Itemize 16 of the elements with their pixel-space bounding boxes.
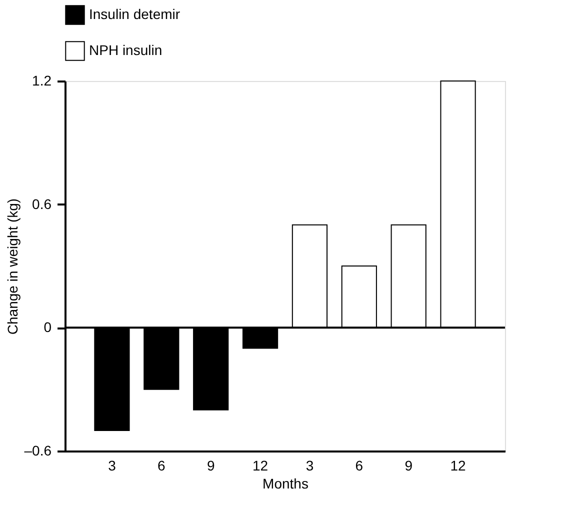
x-tick-label: 3 (306, 458, 314, 474)
y-axis-title: Change in weight (kg) (4, 198, 20, 335)
legend-label: Insulin detemir (89, 6, 180, 22)
x-tick-label: 9 (206, 458, 215, 474)
y-tick-label: 1.2 (32, 72, 52, 88)
legend-label: NPH insulin (89, 42, 162, 58)
x-tick-label: 3 (108, 458, 116, 474)
x-axis-title: Months (262, 476, 308, 492)
x-tick-label: 6 (355, 458, 364, 474)
x-tick-label: 9 (404, 458, 413, 474)
x-tick-label: 12 (450, 458, 466, 474)
y-tick-label: 0 (44, 319, 52, 336)
x-tick-label: 12 (252, 458, 268, 474)
y-tick-label: –0.6 (24, 442, 52, 458)
x-tick-label: 6 (158, 458, 166, 474)
y-tick-label: 0.6 (32, 196, 52, 212)
